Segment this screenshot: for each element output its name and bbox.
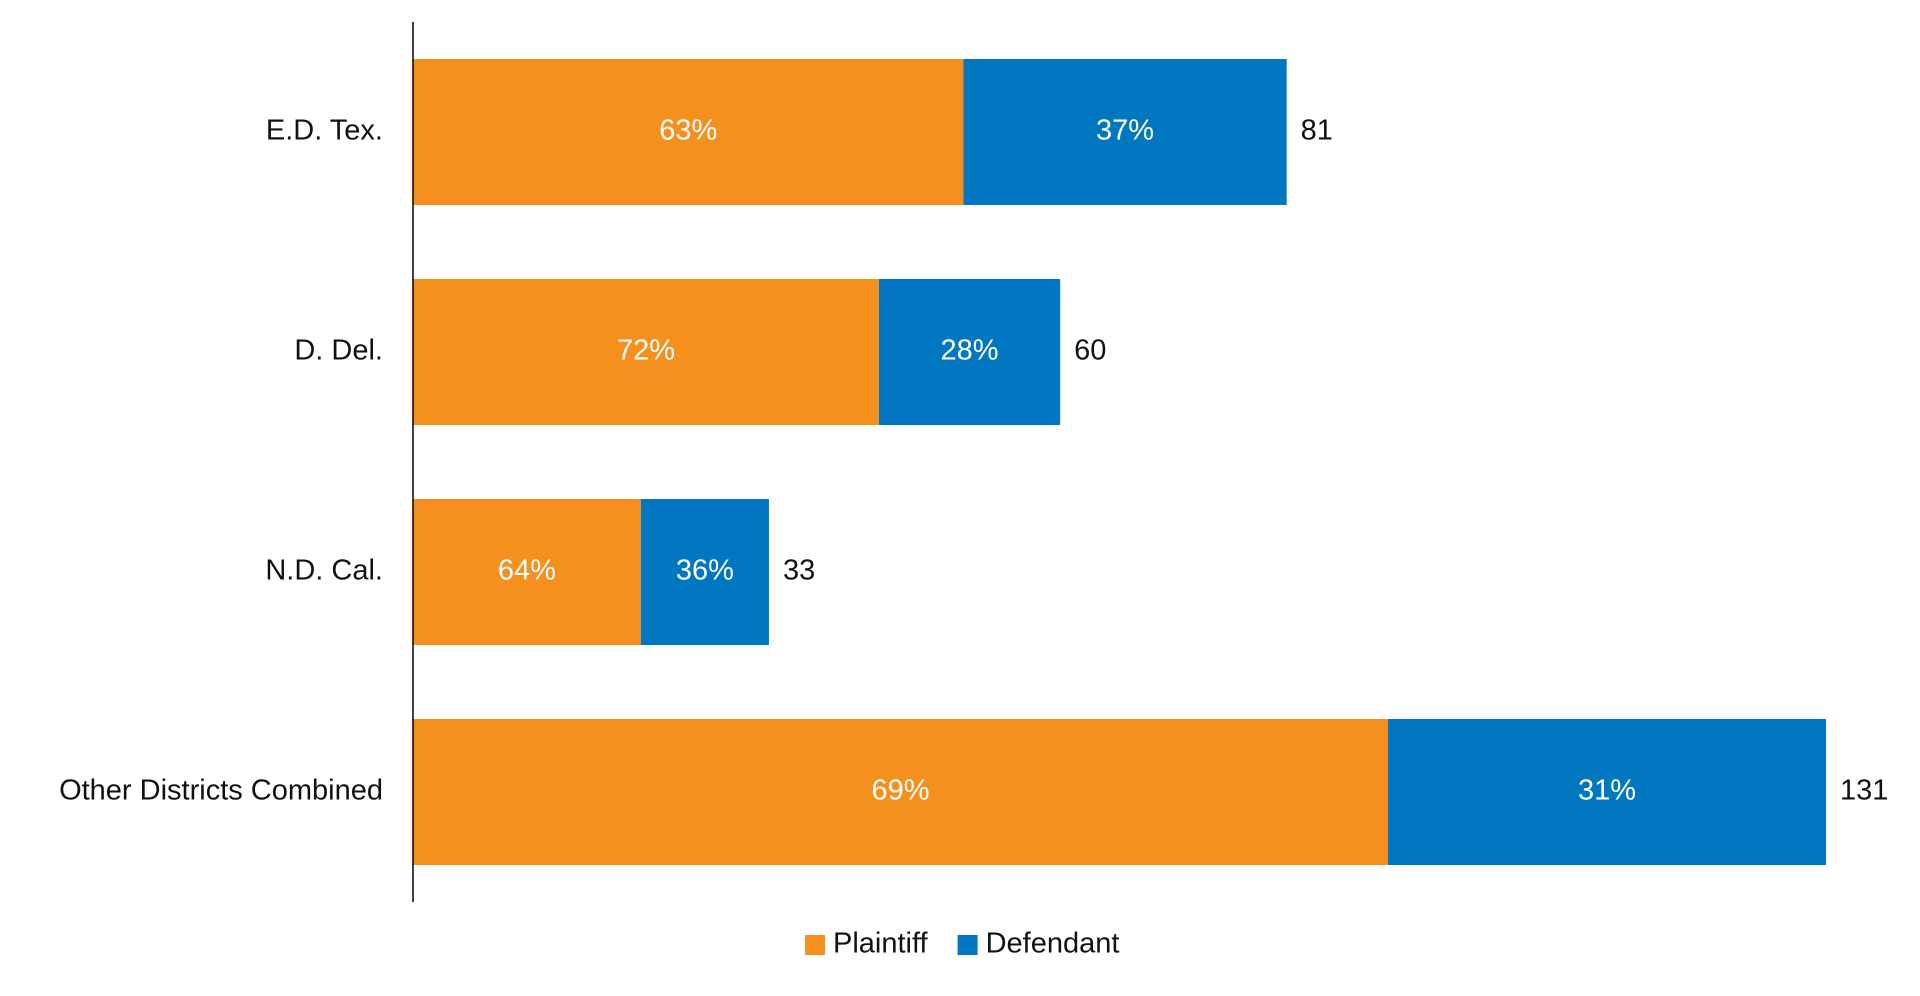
data-label: 63% (659, 115, 717, 147)
total-label: 60 (1074, 335, 1106, 367)
chart: E.D. Tex. 63% 37% 81 D. Del. 72% 28% 60 N.D. Cal… (0, 0, 1920, 996)
data-label: 31% (1578, 775, 1636, 807)
data-label: 36% (676, 555, 734, 587)
legend-swatch (805, 935, 825, 955)
total-label: 33 (783, 555, 815, 587)
data-label: 28% (941, 335, 999, 367)
total-label: 81 (1301, 115, 1333, 147)
legend-label: Defendant (986, 928, 1120, 960)
y-tick-label: N.D. Cal. (265, 555, 383, 587)
y-tick-label: Other Districts Combined (59, 775, 383, 807)
data-label: 72% (617, 335, 675, 367)
legend-swatch (958, 935, 978, 955)
data-label: 64% (498, 555, 556, 587)
y-tick-label: E.D. Tex. (266, 115, 383, 147)
legend-label: Plaintiff (833, 928, 929, 960)
total-label: 131 (1840, 775, 1888, 807)
data-label: 69% (871, 775, 929, 807)
data-label: 37% (1096, 115, 1154, 147)
y-tick-label: D. Del. (294, 335, 383, 367)
